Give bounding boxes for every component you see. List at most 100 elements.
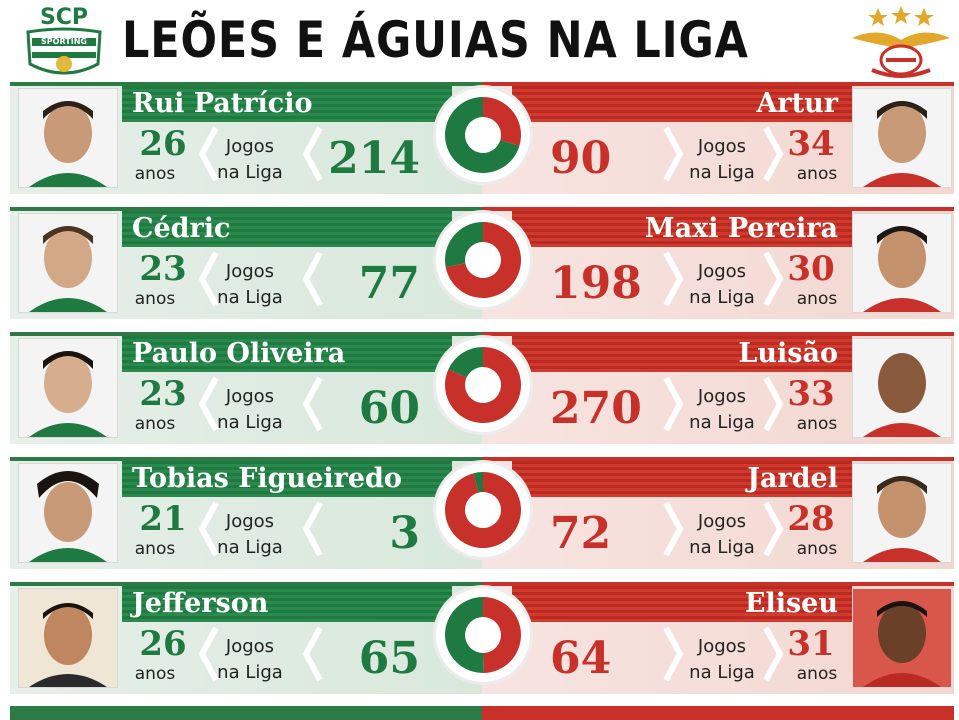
jogos-line1: Jogos (697, 511, 747, 532)
chevron-left-icon (302, 626, 323, 682)
jogos-label: Jogos na Liga (682, 259, 762, 311)
player-comparison-row: Jefferson Eliseu 26 anos 31 anos Jogos na… (10, 582, 954, 694)
jogos-line2: na Liga (689, 287, 755, 308)
sporting-player-photo (18, 588, 118, 688)
chevron-right-icon (763, 376, 784, 432)
sporting-player-name: Jefferson (132, 588, 269, 619)
chevron-left-icon (302, 376, 323, 432)
jogos-label: Jogos na Liga (210, 509, 290, 561)
sporting-games-count: 60 (358, 383, 420, 434)
jogos-line2: na Liga (689, 662, 755, 683)
sporting-player-photo (18, 213, 118, 313)
benfica-player-name: Maxi Pereira (644, 213, 838, 244)
chevron-right-icon (763, 626, 784, 682)
jogos-line1: Jogos (697, 261, 747, 282)
player-comparison-row: Paulo Oliveira Luisão 23 anos 33 anos Jo… (10, 332, 954, 444)
benfica-player-name: Eliseu (744, 588, 838, 619)
benfica-games-count: 64 (550, 633, 612, 684)
anos-label: anos (134, 164, 176, 184)
benfica-player-age: 33 (787, 374, 835, 414)
jogos-line1: Jogos (697, 136, 747, 157)
sporting-player-age: 26 (139, 624, 187, 664)
benfica-player-name: Jardel (747, 463, 838, 494)
sporting-share-slice (448, 347, 483, 378)
chevron-left-icon (198, 626, 219, 682)
benfica-games-count: 270 (550, 383, 642, 434)
jogos-line1: Jogos (225, 636, 275, 657)
jogos-line1: Jogos (697, 636, 747, 657)
jogos-line2: na Liga (217, 537, 283, 558)
sporting-player-name: Rui Patrício (132, 88, 313, 119)
benfica-name-band (512, 586, 852, 622)
sporting-player-name: Tobias Figueiredo (132, 463, 402, 494)
jogos-line2: na Liga (689, 162, 755, 183)
logo-scp-text: SCP (40, 5, 88, 30)
jogos-line1: Jogos (225, 511, 275, 532)
sporting-player-age: 23 (139, 374, 187, 414)
player-comparison-row: Tobias Figueiredo Jardel 21 anos 28 anos… (10, 457, 954, 569)
jogos-label: Jogos na Liga (682, 509, 762, 561)
chevron-left-icon (302, 126, 323, 182)
chevron-right-icon (663, 251, 684, 307)
jogos-line1: Jogos (225, 261, 275, 282)
benfica-share-slice (445, 347, 521, 423)
sporting-share-slice (445, 222, 483, 268)
benfica-player-name: Artur (756, 88, 838, 119)
chevron-right-icon (663, 126, 684, 182)
games-share-donut (436, 588, 530, 682)
jogos-line2: na Liga (217, 412, 283, 433)
benfica-crest-icon (852, 6, 950, 78)
benfica-player-age: 31 (787, 624, 835, 664)
jogos-label: Jogos na Liga (210, 384, 290, 436)
anos-label: anos (796, 164, 838, 184)
sporting-player-age: 23 (139, 249, 187, 289)
jogos-line2: na Liga (689, 537, 755, 558)
benfica-games-count: 72 (550, 508, 612, 559)
sporting-player-name: Paulo Oliveira (132, 338, 346, 369)
sporting-games-count: 214 (328, 133, 420, 184)
jogos-label: Jogos na Liga (682, 384, 762, 436)
anos-label: anos (796, 289, 838, 309)
benfica-share-slice (483, 97, 521, 146)
chevron-left-icon (302, 501, 323, 557)
jogos-line2: na Liga (217, 162, 283, 183)
sporting-name-band (122, 461, 452, 497)
sporting-player-photo (18, 463, 118, 563)
jogos-line2: na Liga (689, 412, 755, 433)
sporting-games-count: 3 (389, 508, 420, 559)
chevron-right-icon (663, 376, 684, 432)
sporting-name-band (122, 336, 452, 372)
sporting-share-slice (445, 97, 520, 173)
benfica-player-age: 28 (787, 499, 835, 539)
games-share-donut (436, 213, 530, 307)
benfica-games-count: 90 (550, 133, 612, 184)
anos-label: anos (134, 414, 176, 434)
sporting-share-slice (444, 597, 484, 673)
anos-label: anos (796, 539, 838, 559)
benfica-name-band (512, 211, 852, 247)
chevron-right-icon (763, 251, 784, 307)
chevron-left-icon (302, 251, 323, 307)
chevron-right-icon (763, 501, 784, 557)
benfica-player-photo (852, 213, 952, 313)
benfica-player-photo (852, 338, 952, 438)
sporting-name-band (122, 586, 452, 622)
benfica-share-slice (445, 472, 521, 548)
benfica-player-name: Luisão (738, 338, 838, 369)
anos-label: anos (134, 289, 176, 309)
sporting-games-count: 77 (358, 258, 420, 309)
player-comparison-row: Rui Patrício Artur 26 anos 34 anos Jogos… (10, 82, 954, 194)
benfica-share-slice (483, 597, 521, 673)
anos-label: anos (134, 664, 176, 684)
sporting-player-age: 21 (139, 499, 187, 539)
page-title: LEÕES E ÁGUIAS NA LIGA (122, 11, 749, 69)
jogos-label: Jogos na Liga (682, 634, 762, 686)
games-share-donut (436, 338, 530, 432)
chevron-left-icon (198, 376, 219, 432)
header: SCP SPORTING LEÕES E ÁGUIAS NA LIGA (0, 0, 959, 80)
chevron-left-icon (198, 251, 219, 307)
sporting-crest-icon: SCP SPORTING (26, 5, 102, 75)
benfica-player-photo (852, 463, 952, 563)
chevron-right-icon (663, 626, 684, 682)
jogos-label: Jogos na Liga (210, 134, 290, 186)
